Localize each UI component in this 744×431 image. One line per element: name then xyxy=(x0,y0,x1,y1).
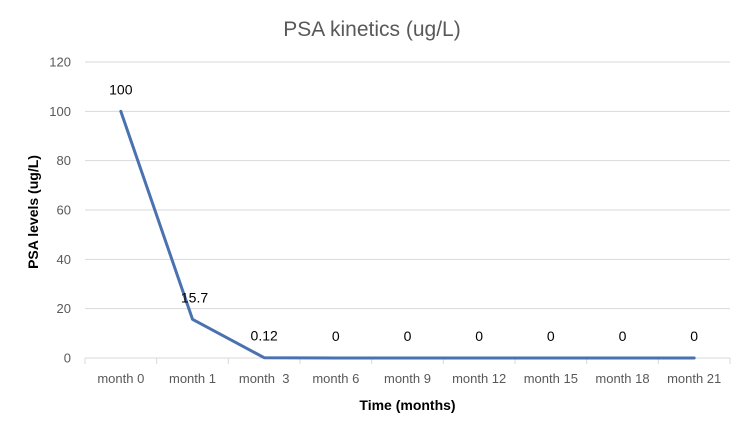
data-label: 100 xyxy=(109,81,133,97)
x-tick-label: month 18 xyxy=(595,371,649,386)
x-tick-label: month 21 xyxy=(667,371,721,386)
labels: 0 20 40 60 80 100 120 month 0 month 1 month 3 mont… xyxy=(49,55,721,387)
y-tick-label: 100 xyxy=(49,104,71,119)
x-tick-label: month 6 xyxy=(312,371,359,386)
x-axis-title: Time (months) xyxy=(359,397,455,413)
x-tick-label: month 12 xyxy=(452,371,506,386)
x-tick-label: month 9 xyxy=(384,371,431,386)
y-tick-label: 0 xyxy=(64,351,71,366)
series-layer xyxy=(119,109,696,360)
chart-title: PSA kinetics (ug/L) xyxy=(283,18,460,41)
data-label: 0 xyxy=(690,328,698,344)
x-tick-label: month 1 xyxy=(169,371,216,386)
series-line xyxy=(119,109,696,360)
data-label: 15.7 xyxy=(181,289,208,305)
x-tick-label: month 3 xyxy=(239,371,290,386)
y-tick-label: 40 xyxy=(57,252,71,267)
x-tick-label: month 0 xyxy=(97,371,144,386)
data-label: 0 xyxy=(475,328,483,344)
y-tick-label: 60 xyxy=(57,203,71,218)
y-axis-title: PSA levels (ug/L) xyxy=(25,155,41,269)
gridlines xyxy=(85,61,730,310)
x-tick-label: month 15 xyxy=(524,371,578,386)
data-label: 0 xyxy=(404,328,412,344)
data-label: 0 xyxy=(547,328,555,344)
y-tick-label: 120 xyxy=(49,55,71,70)
data-label: 0 xyxy=(619,328,627,344)
data-label: 0 xyxy=(332,328,340,344)
y-tick-label: 20 xyxy=(57,301,71,316)
y-tick-label: 80 xyxy=(57,153,71,168)
data-label: 0.12 xyxy=(251,328,278,344)
